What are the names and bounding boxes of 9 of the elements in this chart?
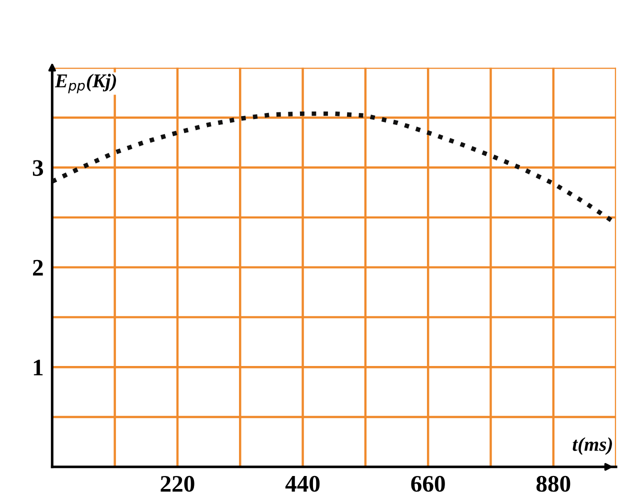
x-tick-label: 220: [160, 476, 194, 492]
y-axis-title: E$_{pp}$(Kj): [54, 74, 116, 94]
y-tick-label: 1: [34, 360, 43, 376]
y-tick-label: 3: [32, 160, 44, 176]
x-tick-label: 660: [411, 476, 445, 492]
x-axis-title: t(ms): [572, 437, 612, 455]
y-tick-label: 2: [33, 260, 43, 276]
x-tick-label: 440: [285, 476, 320, 492]
x-tick-label: 880: [536, 476, 570, 492]
